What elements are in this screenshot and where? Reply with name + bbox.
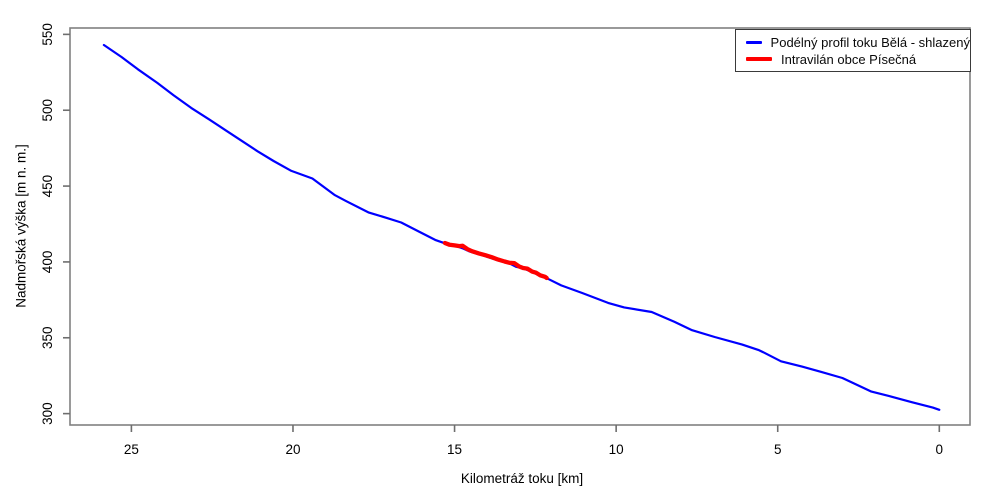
y-tick-label: 300 [40,402,55,425]
x-tick-label: 0 [936,442,944,457]
y-axis-title: Nadmořská výška [m n. m.] [13,144,29,308]
legend-swatch-red-line [746,56,772,62]
legend-swatch-blue-line [746,40,762,44]
y-tick-label: 400 [40,251,55,274]
x-tick-label: 10 [609,442,624,457]
legend-box: Podélný profil toku Bělá - shlazený Intr… [735,29,971,72]
plot-frame [69,27,971,426]
x-tick-label: 15 [447,442,462,457]
y-tick-label: 500 [40,99,55,122]
x-axis-title: Kilometráž toku [km] [460,471,584,486]
legend-item-profile: Podélný profil toku Bělá - shlazený [746,34,970,50]
x-tick-label: 20 [285,442,300,457]
x-tick-label: 5 [774,442,782,457]
legend-label-intravilan: Intravilán obce Písečná [781,51,917,67]
legend-item-intravilan: Intravilán obce Písečná [746,51,970,67]
series-line-0 [102,43,941,411]
y-tick-label: 350 [40,327,55,350]
series-line-1 [442,240,549,281]
legend-label-profile: Podélný profil toku Bělá - shlazený [770,34,970,50]
y-tick-label: 550 [40,23,55,46]
x-tick-label: 25 [124,442,139,457]
y-tick-label: 450 [40,175,55,198]
